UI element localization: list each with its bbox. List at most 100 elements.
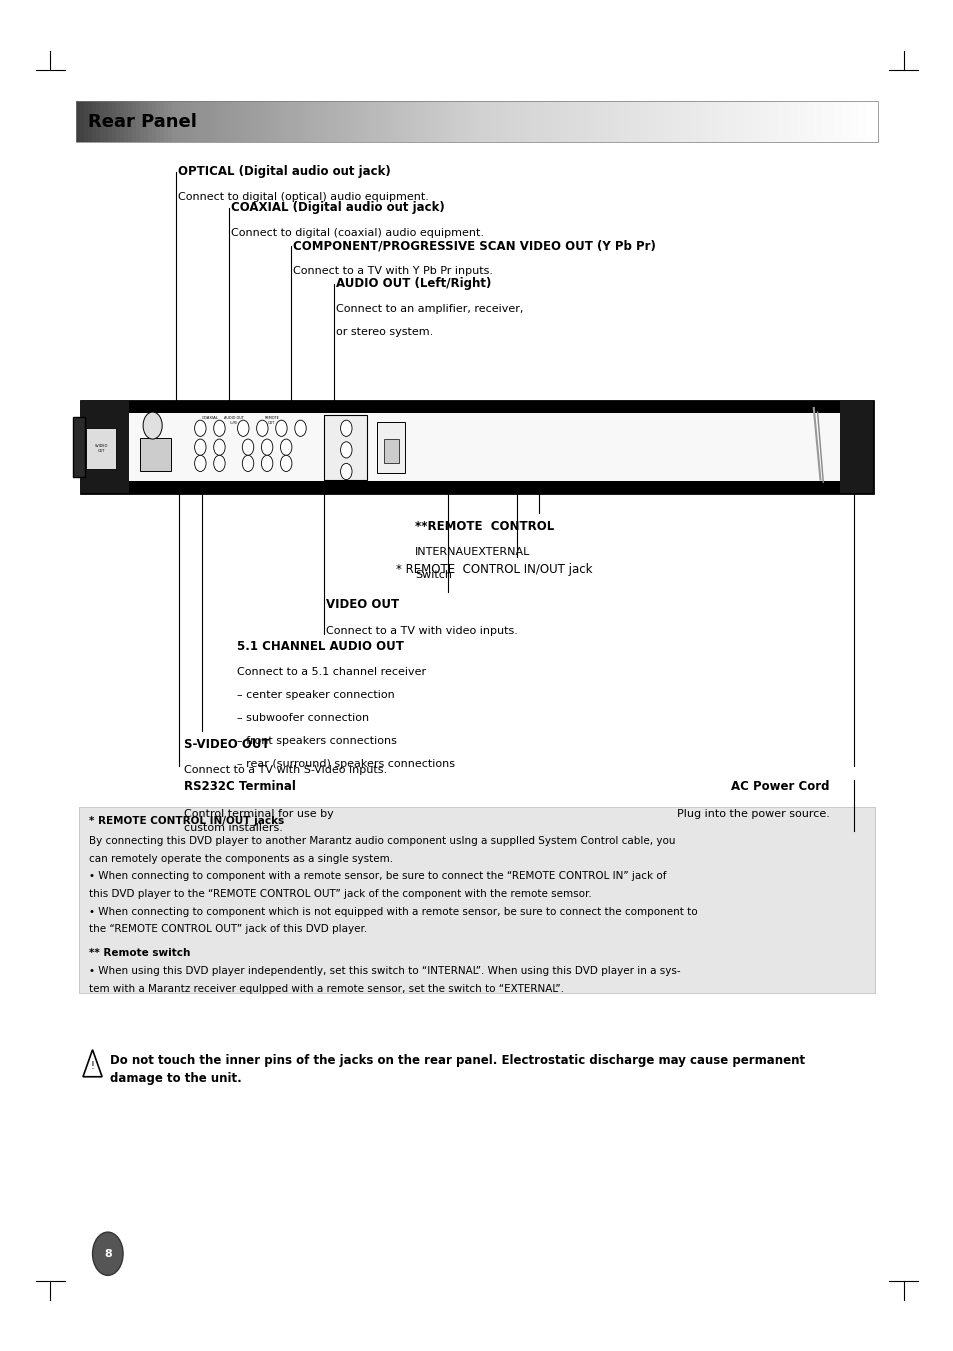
Bar: [524, 101, 530, 142]
Bar: [140, 101, 145, 142]
Bar: [469, 101, 474, 142]
Bar: [464, 101, 470, 142]
Bar: [813, 101, 818, 142]
Bar: [861, 101, 865, 142]
Bar: [393, 101, 397, 142]
Circle shape: [194, 439, 206, 455]
Circle shape: [340, 463, 352, 480]
Bar: [829, 101, 834, 142]
Text: COAXIAL (Digital audio out jack): COAXIAL (Digital audio out jack): [231, 201, 444, 215]
Bar: [604, 101, 610, 142]
Bar: [104, 101, 110, 142]
Bar: [213, 101, 217, 142]
Bar: [356, 101, 361, 142]
Bar: [757, 101, 761, 142]
Text: this DVD player to the “REMOTE CONTROL OUT” jack of the component with the remot: this DVD player to the “REMOTE CONTROL O…: [89, 889, 591, 898]
Bar: [821, 101, 825, 142]
Bar: [384, 101, 390, 142]
Text: S-VIDEO OUT: S-VIDEO OUT: [184, 738, 270, 751]
Circle shape: [194, 455, 206, 471]
Bar: [436, 101, 441, 142]
Circle shape: [143, 412, 162, 439]
Bar: [617, 101, 621, 142]
Bar: [376, 422, 405, 473]
Bar: [520, 101, 525, 142]
Bar: [593, 101, 598, 142]
Bar: [253, 101, 257, 142]
Text: tem with a Marantz receiver equlpped with a remote sensor, set the switch to “EX: tem with a Marantz receiver equlpped wit…: [89, 984, 563, 993]
Bar: [81, 401, 129, 493]
Bar: [369, 101, 374, 142]
Circle shape: [194, 420, 206, 436]
Bar: [749, 101, 754, 142]
Bar: [79, 807, 874, 993]
Bar: [640, 101, 645, 142]
Bar: [869, 101, 874, 142]
Bar: [613, 101, 618, 142]
Circle shape: [261, 439, 273, 455]
Bar: [344, 101, 350, 142]
Bar: [189, 101, 193, 142]
Bar: [416, 101, 421, 142]
Bar: [353, 101, 357, 142]
Bar: [476, 101, 481, 142]
Circle shape: [213, 439, 225, 455]
Bar: [533, 101, 537, 142]
Bar: [680, 101, 685, 142]
Bar: [276, 101, 281, 142]
Bar: [633, 101, 638, 142]
Text: ** Remote switch: ** Remote switch: [89, 948, 190, 958]
Bar: [697, 101, 701, 142]
Bar: [580, 101, 585, 142]
Circle shape: [237, 420, 249, 436]
Bar: [569, 101, 574, 142]
Text: COMPONENT/PROGRESSIVE SCAN VIDEO OUT (Y Pb Pr): COMPONENT/PROGRESSIVE SCAN VIDEO OUT (Y …: [293, 239, 655, 253]
Bar: [364, 101, 370, 142]
Circle shape: [275, 420, 287, 436]
Bar: [653, 101, 658, 142]
Text: the “REMOTE CONTROL OUT” jack of this DVD player.: the “REMOTE CONTROL OUT” jack of this DV…: [89, 924, 367, 934]
Text: SVIDEO
OUT: SVIDEO OUT: [94, 444, 108, 453]
Bar: [81, 481, 872, 493]
Bar: [340, 101, 345, 142]
Bar: [781, 101, 785, 142]
Bar: [513, 101, 517, 142]
Bar: [176, 101, 181, 142]
Bar: [704, 101, 710, 142]
Bar: [801, 101, 805, 142]
Text: Connect to a TV with S-Video inputs.: Connect to a TV with S-Video inputs.: [184, 765, 387, 774]
Bar: [124, 101, 130, 142]
Bar: [769, 101, 774, 142]
Bar: [713, 101, 718, 142]
Text: COAXIAL: COAXIAL: [201, 416, 218, 420]
Bar: [577, 101, 581, 142]
Bar: [396, 101, 401, 142]
Bar: [777, 101, 781, 142]
Text: INTERNAUEXTERNAL: INTERNAUEXTERNAL: [415, 547, 530, 557]
Circle shape: [256, 420, 268, 436]
Text: Connect to a TV with video inputs.: Connect to a TV with video inputs.: [326, 626, 517, 635]
Bar: [549, 101, 554, 142]
Text: Switch: Switch: [415, 570, 452, 580]
Text: • When using this DVD player independently, set this switch to “INTERNAL”. When : • When using this DVD player independent…: [89, 966, 679, 975]
Bar: [609, 101, 614, 142]
Bar: [249, 101, 253, 142]
Bar: [204, 101, 210, 142]
Bar: [132, 101, 137, 142]
Bar: [733, 101, 738, 142]
Bar: [724, 101, 730, 142]
Bar: [260, 101, 265, 142]
Bar: [433, 101, 437, 142]
Bar: [497, 101, 501, 142]
Text: – rear (surround) speakers connections: – rear (surround) speakers connections: [236, 759, 455, 769]
Text: Do not touch the inner pins of the jacks on the rear panel. Electrostatic discha: Do not touch the inner pins of the jacks…: [110, 1054, 804, 1085]
Bar: [152, 101, 157, 142]
Text: Plug into the power source.: Plug into the power source.: [677, 809, 829, 819]
Bar: [129, 101, 133, 142]
Bar: [817, 101, 821, 142]
Bar: [504, 101, 510, 142]
Bar: [500, 101, 505, 142]
Circle shape: [294, 420, 306, 436]
Bar: [797, 101, 801, 142]
Text: 8: 8: [104, 1248, 112, 1259]
